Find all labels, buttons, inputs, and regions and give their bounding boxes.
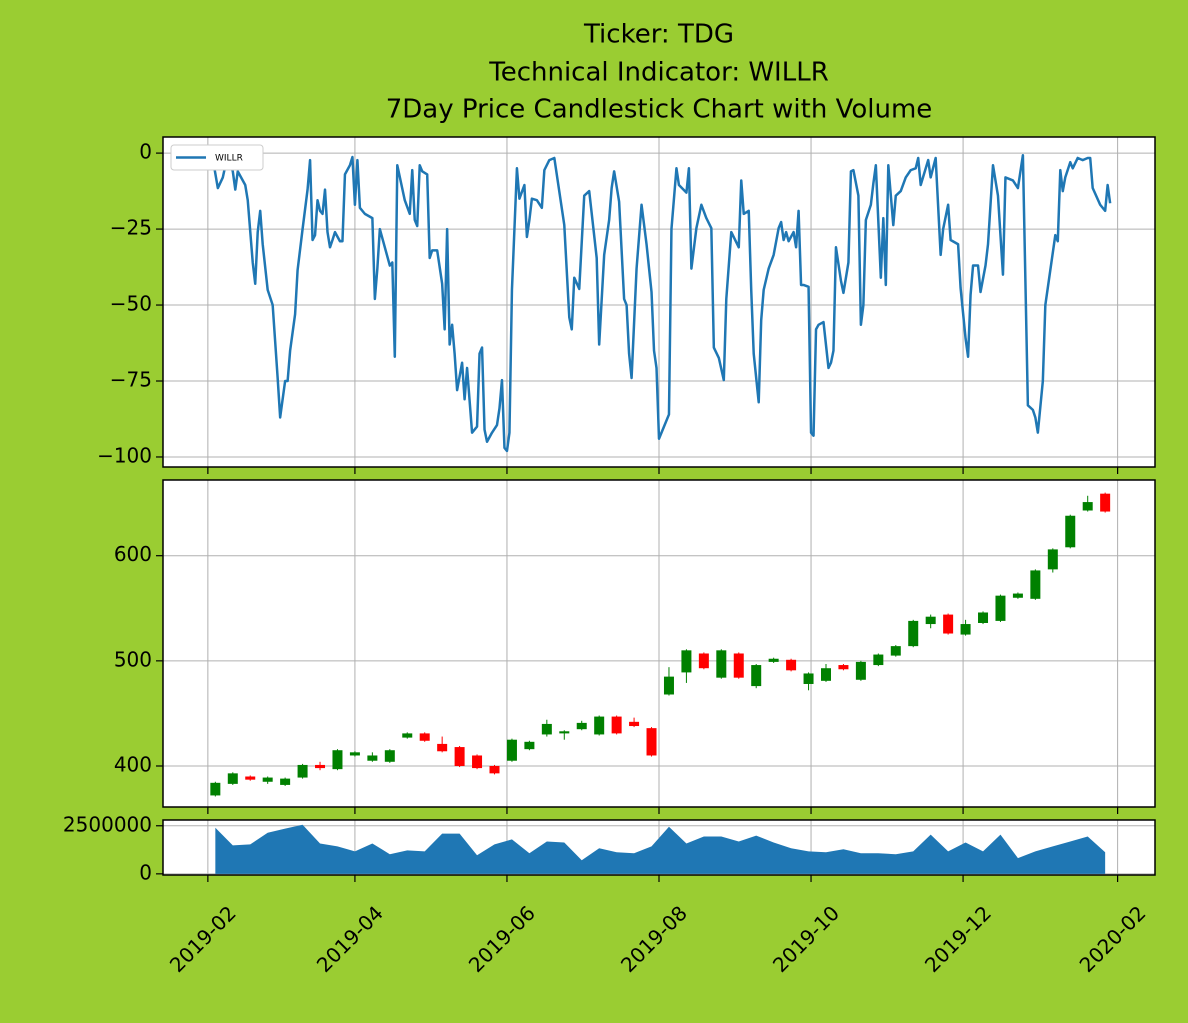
- y-tick-label: 0: [139, 860, 152, 884]
- y-tick-label: 0: [139, 140, 152, 164]
- y-tick-label: 2500000: [63, 812, 152, 836]
- candle-body: [210, 782, 221, 796]
- volume-area: [215, 824, 1106, 874]
- candle-body: [716, 650, 727, 678]
- candle-body: [437, 743, 448, 752]
- x-tick-label: 2019-02: [165, 901, 241, 977]
- candle-body: [297, 764, 308, 778]
- candle-body: [820, 668, 831, 681]
- plot-frame: [162, 136, 1156, 468]
- candle-body: [943, 614, 954, 634]
- y-tick-label: 600: [114, 542, 152, 566]
- candle-body: [506, 739, 517, 761]
- candle-body: [402, 733, 413, 738]
- candle-body: [1100, 493, 1111, 512]
- candle-body: [629, 721, 640, 727]
- y-tick-label: −100: [97, 443, 152, 467]
- candle-body: [663, 676, 674, 695]
- candle-body: [925, 616, 936, 625]
- indicator-line: [211, 153, 1112, 453]
- x-tick-label: 2019-12: [920, 901, 996, 977]
- candle-body: [419, 733, 430, 741]
- candle-body: [1030, 570, 1041, 599]
- x-tick-label: 2019-06: [464, 901, 540, 977]
- candle-body: [576, 722, 587, 730]
- x-tick-label: 2019-10: [768, 901, 844, 977]
- candle-body: [733, 653, 744, 678]
- candle-body: [698, 653, 709, 669]
- plot-frame: [162, 819, 1156, 876]
- x-tick-label: 2020-02: [1075, 901, 1151, 977]
- candle-body: [315, 764, 326, 769]
- y-tick-label: −50: [110, 292, 152, 316]
- candle-body: [786, 659, 797, 671]
- candle-body: [1012, 593, 1023, 598]
- candle-body: [245, 776, 256, 780]
- title-line: Technical Indicator: WILLR: [488, 58, 829, 88]
- candle-body: [262, 777, 273, 782]
- legend-label: WILLR: [215, 154, 243, 164]
- y-tick-label: −75: [110, 368, 152, 392]
- candle-body: [1047, 549, 1058, 570]
- candle-body: [838, 665, 849, 670]
- candle-body: [681, 650, 692, 673]
- y-tick-label: −25: [110, 216, 152, 240]
- candle-body: [384, 750, 395, 762]
- candle-body: [978, 612, 989, 623]
- candle-body: [367, 755, 378, 761]
- candle-body: [908, 620, 919, 647]
- legend-box: [170, 144, 264, 171]
- candle-body: [960, 624, 971, 635]
- candle-body: [890, 646, 901, 656]
- candle-body: [332, 750, 343, 770]
- candle-body: [541, 723, 552, 735]
- candle-body: [995, 595, 1006, 621]
- plot-frame: [162, 479, 1156, 808]
- candle-body: [646, 728, 657, 756]
- candle-body: [227, 773, 238, 784]
- x-tick-label: 2019-04: [312, 901, 388, 977]
- candle-body: [611, 716, 622, 734]
- y-tick-label: 400: [114, 752, 152, 776]
- candle-body: [1065, 515, 1076, 548]
- candle-body: [489, 765, 500, 774]
- candle-body: [768, 658, 779, 662]
- candle-body: [1082, 502, 1093, 511]
- y-tick-label: 500: [114, 647, 152, 671]
- candle-body: [454, 747, 465, 766]
- candle-body: [855, 661, 866, 680]
- candle-body: [524, 741, 535, 750]
- title-line: Ticker: TDG: [583, 20, 734, 50]
- candle-body: [349, 752, 360, 756]
- candle-body: [803, 673, 814, 684]
- candle-body: [873, 654, 884, 666]
- title-line: 7Day Price Candlestick Chart with Volume: [386, 95, 933, 125]
- candle-body: [280, 778, 291, 785]
- candle-body: [559, 731, 570, 734]
- candle-body: [751, 665, 762, 687]
- candle-body: [472, 755, 483, 769]
- x-tick-label: 2019-08: [616, 901, 692, 977]
- candle-body: [594, 716, 605, 735]
